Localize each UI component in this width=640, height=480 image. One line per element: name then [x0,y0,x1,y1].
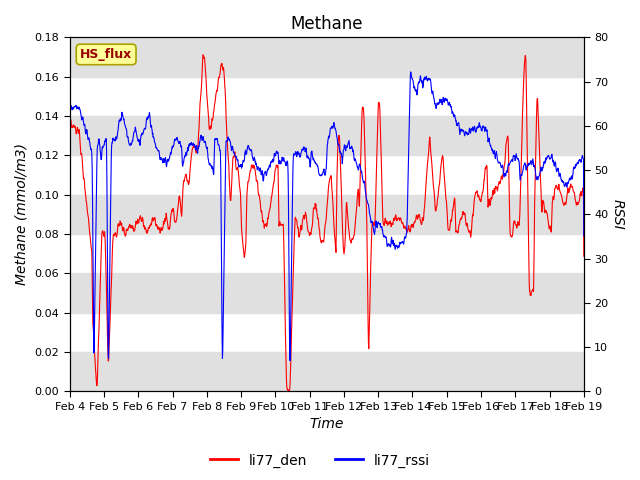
Legend: li77_den, li77_rssi: li77_den, li77_rssi [204,448,436,473]
X-axis label: Time: Time [310,418,344,432]
Bar [70,195,584,234]
Bar [70,352,584,391]
Y-axis label: RSSI: RSSI [611,199,625,230]
Y-axis label: Methane (mmol/m3): Methane (mmol/m3) [15,144,29,286]
Text: HS_flux: HS_flux [80,48,132,61]
Bar [70,116,584,156]
Bar [70,274,584,313]
Bar [70,37,584,77]
Title: Methane: Methane [291,15,363,33]
